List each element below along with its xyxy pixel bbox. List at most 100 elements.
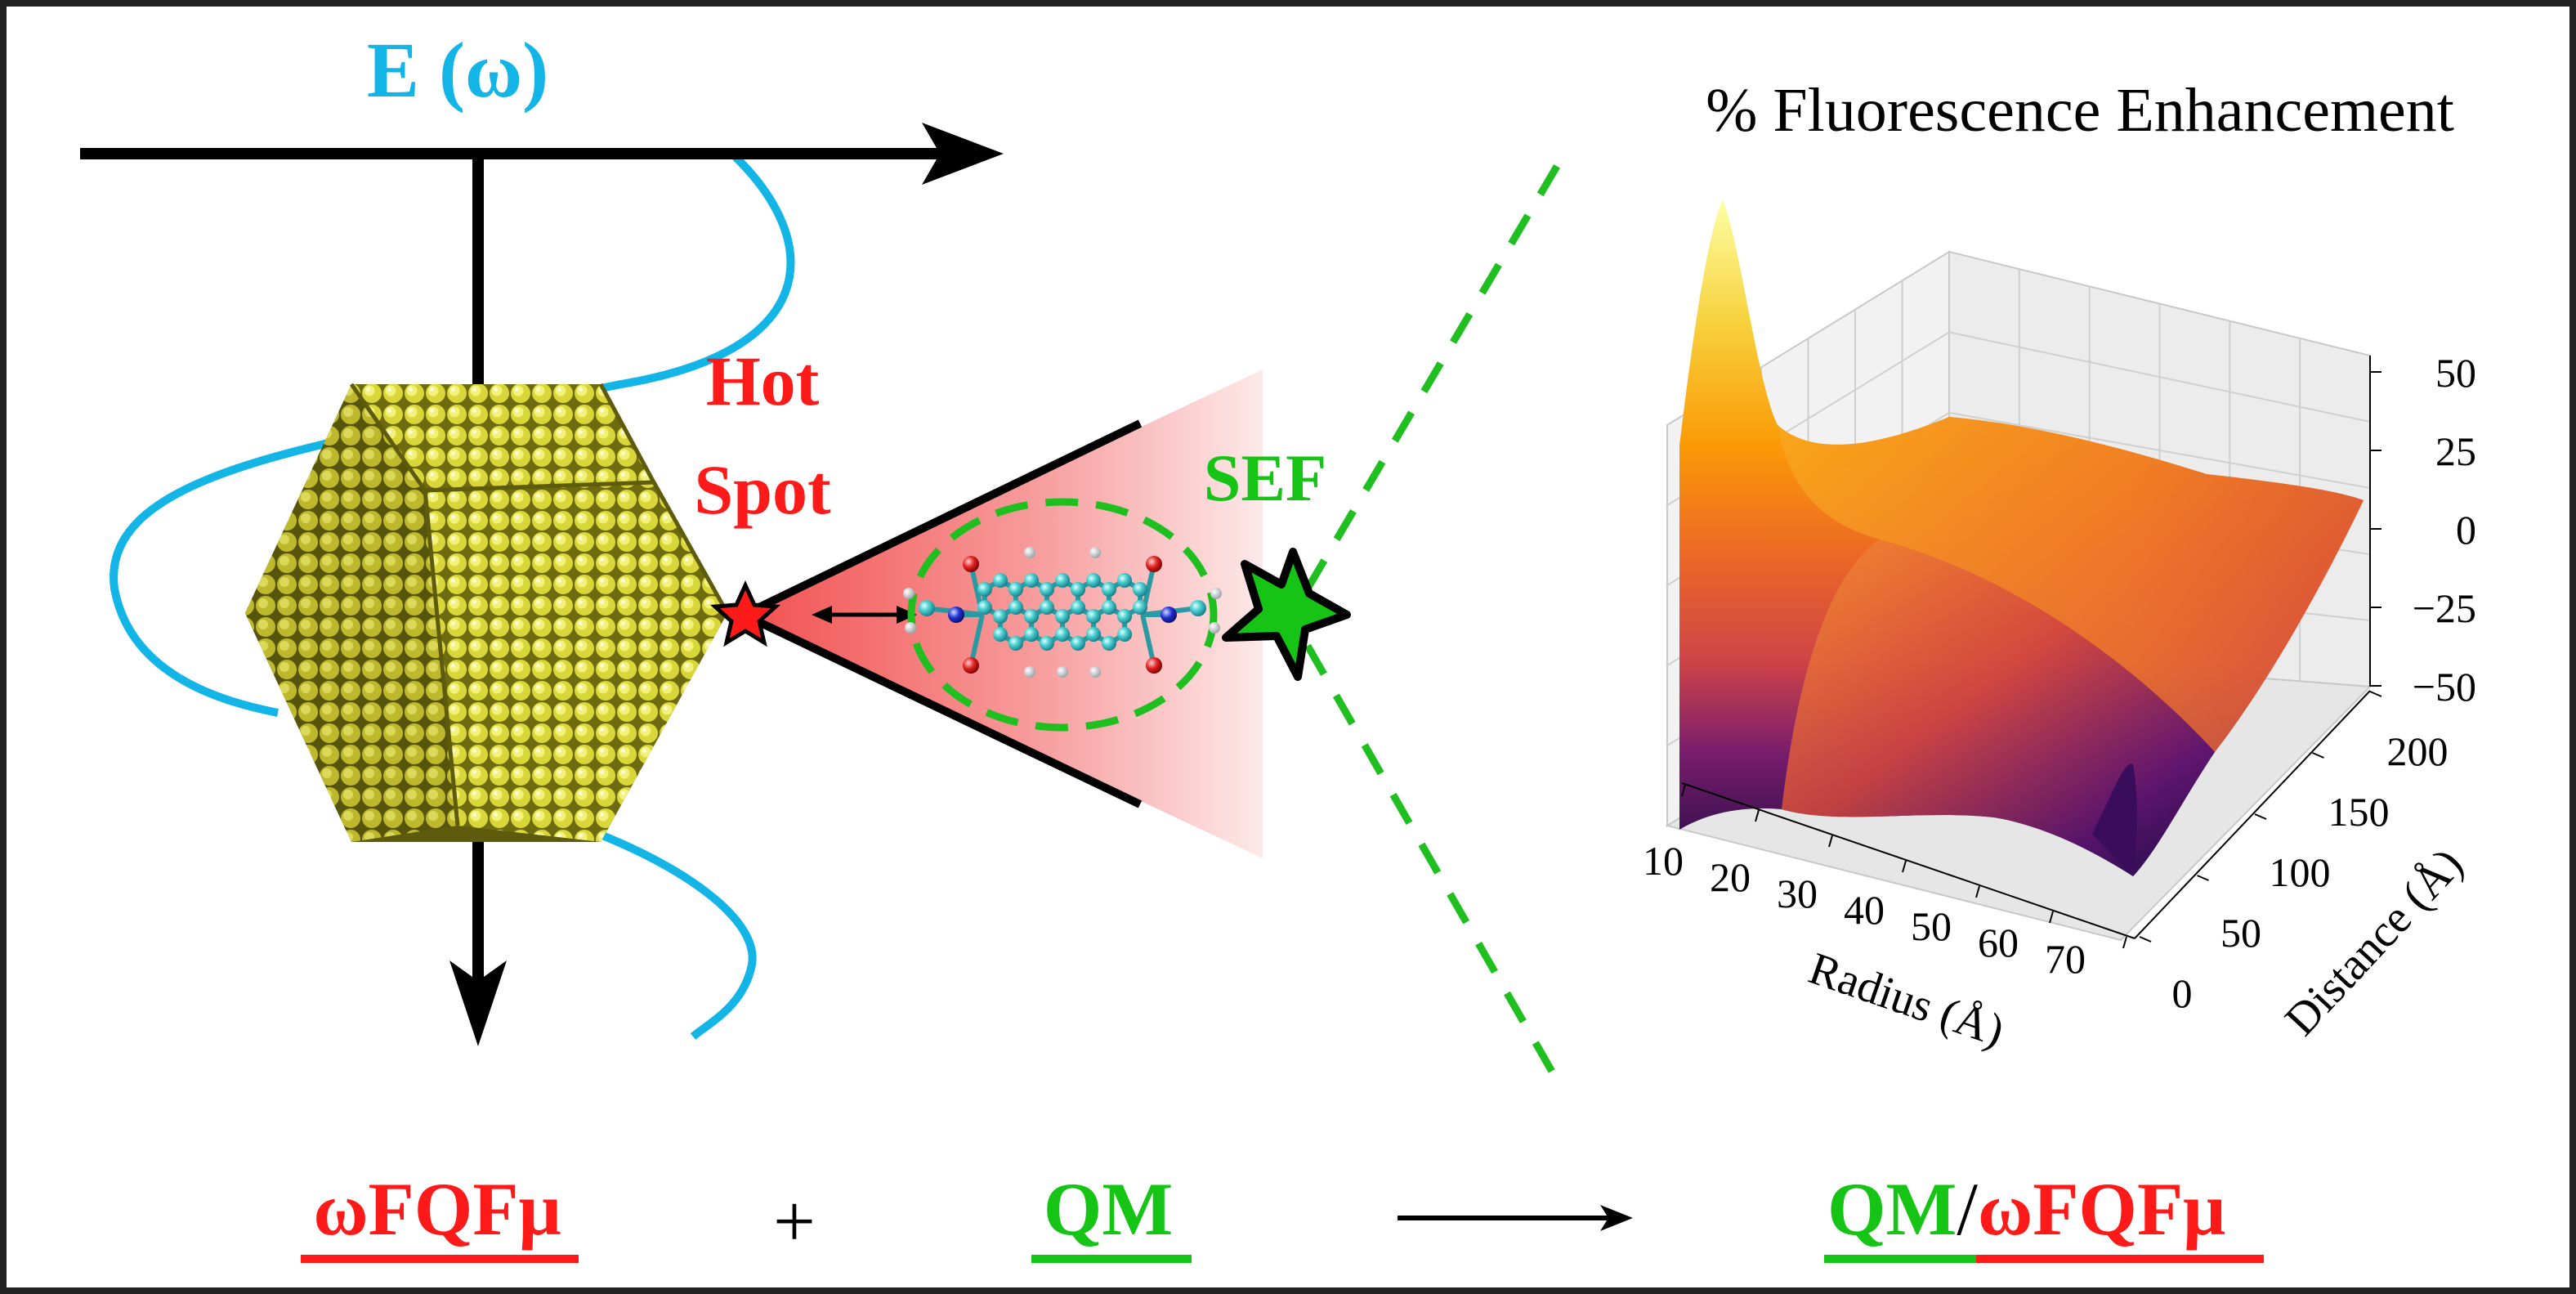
z-axis: 50 25 0 −25 −50 [2370,350,2476,710]
radius-tick [2122,936,2127,949]
distance-axis-line [2134,690,2371,939]
carbon-atom [1102,600,1117,615]
hydrogen-atom [903,588,915,599]
surface-dip [2092,763,2137,876]
distance-tick-label: 150 [2328,789,2390,835]
oxygen-atom [1146,556,1162,572]
hydrogen-atom [1057,666,1068,678]
hydrogen-atom [1024,666,1035,678]
distance-tick-label: 50 [2220,910,2261,956]
oxygen-atom [1146,657,1162,674]
carbon-atom [1024,573,1039,588]
radius-axis: 10 20 30 40 50 60 70 [1643,784,2127,982]
sef-emission: SEF [1204,157,1564,1090]
z-tick-label: −50 [2413,664,2476,710]
carbon-atom [1055,573,1070,588]
carbon-atom [1055,609,1070,624]
radius-tick-label: 20 [1710,854,1751,900]
carbon-atom [1071,636,1085,651]
radius-tick [1755,809,1760,822]
method-equation: ωFQFμ + QM QM/ωFQFμ [301,1167,2264,1263]
surface-plot: % Fluorescence Enhancement 50 25 0 −25 −50 1… [1643,76,2476,1057]
radius-tick-label: 40 [1844,887,1885,933]
carbon-atom [1133,600,1148,615]
carbon-atom [993,573,1008,588]
z-tick-label: 25 [2435,428,2476,474]
zoom-line-upper [1304,157,1564,591]
carbon-atom [1117,627,1133,642]
distance-tick-label: 100 [2270,849,2331,895]
distance-tick [2254,813,2267,820]
carbon-atom [1102,582,1117,597]
carbon-atom [1071,582,1086,597]
carbon-atom [1040,636,1054,651]
carbon-atom [1071,600,1086,615]
electric-field: E (ω) [80,26,1004,1046]
surface-side-sheet [1782,540,2215,876]
radius-tick-label: 60 [1978,920,2019,965]
radius-tick [1828,835,1833,848]
plot-title: % Fluorescence Enhancement [1706,76,2454,145]
carbon-atom [1040,582,1055,597]
carbon-atom [1008,582,1024,597]
radius-tick-label: 30 [1777,871,1818,916]
carbon-atom [977,582,992,597]
carbon-atom [919,600,935,616]
carbon-atom [1117,609,1132,624]
carbon-atom [1085,609,1101,624]
radius-tick-label: 70 [2045,936,2086,982]
carbon-atom [1008,636,1023,651]
radius-axis-line [1681,782,2135,939]
nitrogen-atom [1161,607,1177,623]
radius-tick-label: 50 [1911,903,1952,949]
z-tick-label: 0 [2456,507,2476,553]
polarization-arrowhead-icon [449,960,507,1046]
hotspot-label-line2: Spot [694,450,831,529]
field-label: E (ω) [367,26,548,114]
z-tick-label: −25 [2413,585,2476,631]
result-arrowhead-icon [1600,1205,1633,1231]
distance-tick-label: 0 [2172,970,2193,1016]
carbon-atom [1023,627,1039,642]
hydrogen-atom [1089,666,1101,678]
oxygen-atom [963,556,979,572]
radius-tick [1975,885,1980,898]
field-wave-lower [570,820,757,1040]
sef-star-icon [1222,548,1351,681]
plus-sign: + [773,1180,816,1263]
molecule-dashed-ellipse [907,498,1218,732]
distance-tick [2139,936,2152,943]
hydrogen-atom [1210,588,1222,599]
carbon-atom [1117,573,1132,588]
carbon-atom [1085,627,1101,642]
radius-tick [1902,860,1907,873]
distance-tick [2197,875,2209,881]
method-term-wfqfmu: ωFQFμ [313,1167,561,1251]
method-term-qm: QM [1044,1167,1173,1251]
carbon-atom [1055,627,1071,642]
carbon-atom [1190,600,1206,616]
zoom-line-lower [1304,643,1564,1090]
result-separator: / [1957,1167,1978,1251]
result-qm: QM [1827,1167,1957,1251]
propagation-arrowhead-icon [922,123,1004,185]
cone-edge-lower [741,611,1143,808]
distance-tick-label: 200 [2387,728,2449,774]
cone-edge-upper [741,419,1143,619]
gold-nanoparticle [245,383,730,842]
carbon-atom [993,609,1008,624]
carbon-atom [1086,573,1101,588]
hydrogen-atom [1024,547,1035,558]
carbon-atom [1133,582,1148,597]
carbon-atom [1023,609,1039,624]
hotspot-label-line1: Hot [706,342,820,420]
carbon-atom [1040,600,1055,615]
oxygen-atom [963,657,979,674]
nitrogen-atom [948,607,964,623]
z-tick-label: 50 [2435,350,2476,396]
distance-tick [2369,691,2382,697]
radius-tick [2049,911,2054,924]
radius-tick-label: 10 [1643,838,1684,884]
